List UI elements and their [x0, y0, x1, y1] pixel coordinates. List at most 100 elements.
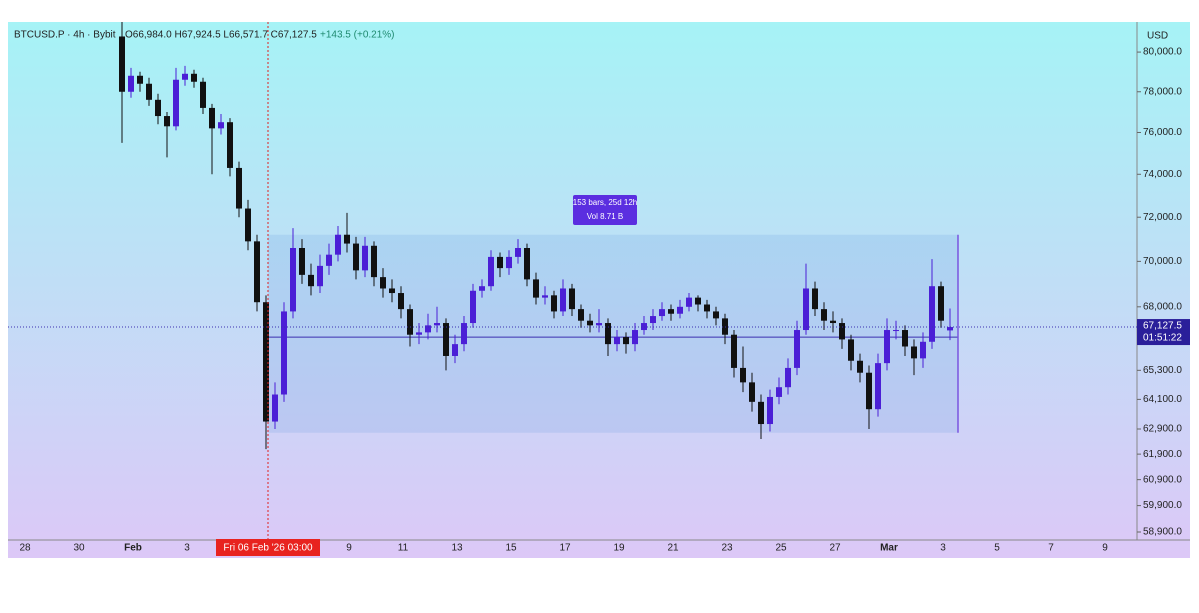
candle-body: [146, 83, 152, 100]
candle-body: [677, 306, 683, 314]
candle-body: [569, 288, 575, 310]
candle-body: [551, 295, 557, 312]
candle-body: [335, 234, 341, 255]
ohlc-values: O66,984.0 H67,924.5 L66,571.7 C67,127.5: [125, 30, 317, 41]
x-tick-label: 19: [613, 543, 625, 554]
y-tick-label: 64,100.0: [1143, 394, 1182, 405]
candle-body: [371, 245, 377, 278]
y-tick-label: 70,000.0: [1143, 256, 1182, 267]
candle-body: [767, 396, 773, 425]
candle-body: [749, 382, 755, 402]
x-tick-label: 3: [184, 543, 190, 554]
candle-body: [794, 330, 800, 368]
candle-body: [506, 256, 512, 269]
y-tick-label: 76,000.0: [1143, 127, 1182, 138]
candle-body: [326, 254, 332, 266]
candle-body: [308, 274, 314, 287]
candle-body: [209, 107, 215, 129]
candle-body: [470, 290, 476, 324]
price-tag-countdown: 01:51:22: [1143, 333, 1182, 344]
x-tick-label: 9: [346, 543, 352, 554]
candle-body: [344, 234, 350, 244]
candle-body: [218, 122, 224, 129]
y-tick-label: 62,900.0: [1143, 424, 1182, 435]
x-tick-label: 7: [1048, 543, 1054, 554]
crosshair-label: Fri 06 Feb '26 03:00: [223, 543, 313, 554]
candle-body: [497, 256, 503, 269]
candle-body: [299, 247, 305, 275]
candle-body: [416, 332, 422, 335]
candle-body: [254, 241, 260, 303]
candle-body: [911, 346, 917, 359]
y-tick-label: 78,000.0: [1143, 86, 1182, 97]
candle-body: [668, 309, 674, 314]
candle-body: [632, 330, 638, 345]
candle-body: [290, 247, 296, 312]
candle-body: [236, 167, 242, 209]
candle-body: [803, 288, 809, 331]
candle-body: [128, 75, 134, 92]
candle-body: [182, 73, 188, 80]
candle-body: [407, 309, 413, 335]
x-tick-label: 17: [559, 543, 571, 554]
x-tick-label: Feb: [124, 543, 142, 554]
plot-area: [119, 22, 959, 450]
price-change: +143.5 (+0.21%): [320, 30, 395, 41]
candle-body: [947, 327, 953, 331]
y-tick-label: 80,000.0: [1143, 47, 1182, 58]
y-tick-label: 61,900.0: [1143, 449, 1182, 460]
x-tick-label: 3: [940, 543, 946, 554]
y-tick-label: 65,300.0: [1143, 365, 1182, 376]
candle-body: [461, 323, 467, 345]
range-volume: Vol 8.71 B: [587, 212, 623, 221]
candle-body: [902, 330, 908, 347]
candle-body: [812, 288, 818, 310]
x-tick-label: 15: [505, 543, 517, 554]
candle-body: [623, 337, 629, 345]
x-tick-label: Mar: [880, 543, 898, 554]
y-tick-label: 74,000.0: [1143, 169, 1182, 180]
candle-body: [578, 309, 584, 321]
candle-body: [425, 325, 431, 333]
candle-body: [452, 344, 458, 356]
candle-body: [281, 311, 287, 395]
x-tick-label: 13: [451, 543, 463, 554]
x-tick-label: 11: [398, 543, 409, 554]
candle-body: [317, 265, 323, 287]
price-tag: [1137, 319, 1190, 346]
candle-body: [785, 367, 791, 388]
candle-body: [200, 81, 206, 108]
candle-body: [515, 247, 521, 257]
candle-body: [389, 288, 395, 294]
x-tick-label: 5: [994, 543, 1000, 554]
candle-body: [263, 302, 269, 422]
candle-body: [164, 116, 170, 127]
y-tick-label: 58,900.0: [1143, 527, 1182, 538]
candle-body: [857, 360, 863, 373]
y-tick-label: 68,000.0: [1143, 301, 1182, 312]
candle-body: [155, 99, 161, 117]
candle-body: [938, 286, 944, 321]
currency-label: USD: [1147, 31, 1168, 42]
candle-body: [875, 363, 881, 410]
candle-body: [839, 323, 845, 340]
candle-body: [137, 75, 143, 84]
candle-body: [929, 286, 935, 342]
candle-body: [272, 394, 278, 422]
symbol: BTCUSD.P · 4h · Bybit: [14, 30, 116, 41]
candle-body: [245, 208, 251, 242]
candle-body: [191, 73, 197, 82]
candle-body: [380, 277, 386, 289]
range-label-box: [573, 195, 637, 225]
candle-body: [695, 297, 701, 305]
candle-body: [920, 341, 926, 359]
candle-body: [587, 320, 593, 326]
candle-body: [524, 247, 530, 280]
candle-body: [173, 79, 179, 127]
candle-body: [488, 256, 494, 287]
candle-body: [227, 122, 233, 168]
candle-body: [605, 323, 611, 345]
candle-body: [740, 367, 746, 383]
